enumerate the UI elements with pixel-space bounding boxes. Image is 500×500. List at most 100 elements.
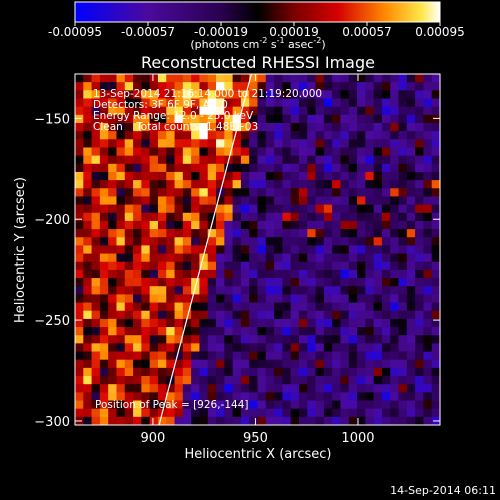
heatmap-cell	[298, 90, 308, 100]
heatmap-cell	[108, 359, 118, 369]
heatmap-cell	[174, 131, 184, 140]
heatmap-cell	[307, 392, 317, 402]
heatmap-cell	[274, 204, 283, 214]
heatmap-cell	[182, 204, 192, 214]
heatmap-cell	[373, 82, 383, 91]
heatmap-cell	[340, 74, 350, 83]
heatmap-cell	[398, 408, 408, 418]
heatmap-cell	[157, 261, 167, 271]
heatmap-cell	[224, 237, 234, 247]
heatmap-cell	[224, 180, 234, 189]
heatmap-cell	[274, 392, 283, 402]
heatmap-cell	[340, 335, 350, 344]
heatmap-cell	[298, 367, 308, 377]
heatmap-cell	[282, 384, 292, 393]
heatmap-cell	[274, 400, 283, 410]
heatmap-cell	[340, 269, 350, 279]
heatmap-cell	[207, 171, 217, 181]
heatmap-cell	[124, 318, 134, 328]
heatmap-cell	[340, 310, 350, 320]
heatmap-cell	[423, 327, 433, 336]
heatmap-cell	[390, 351, 400, 361]
heatmap-cell	[332, 237, 342, 247]
heatmap-cell	[75, 196, 84, 206]
heatmap-cell	[182, 294, 192, 304]
heatmap-cell	[315, 114, 325, 124]
heatmap-cell	[166, 114, 176, 124]
heatmap-cell	[108, 237, 118, 247]
heatmap-cell	[207, 90, 217, 100]
heatmap-cell	[249, 367, 259, 377]
heatmap-cell	[406, 147, 416, 157]
heatmap-cell	[282, 139, 292, 149]
heatmap-cell	[390, 269, 400, 279]
heatmap-cell	[348, 82, 358, 91]
heatmap-cell	[265, 204, 275, 214]
heatmap-cell	[116, 147, 126, 157]
heatmap-cell	[431, 196, 440, 206]
heatmap-cell	[149, 155, 159, 165]
heatmap-cell	[323, 286, 333, 295]
heatmap-cell	[406, 335, 416, 344]
heatmap-cell	[398, 343, 408, 353]
heatmap-cell	[390, 122, 400, 132]
heatmap-cell	[365, 74, 375, 83]
heatmap-cell	[174, 122, 184, 132]
heatmap-cell	[191, 171, 201, 181]
heatmap-cell	[157, 416, 167, 425]
heatmap-cell	[298, 253, 308, 263]
heatmap-cell	[207, 131, 217, 140]
heatmap-cell	[141, 384, 151, 393]
heatmap-cell	[99, 294, 109, 304]
heatmap-cell	[240, 286, 250, 295]
heatmap-cell	[91, 139, 101, 149]
heatmap-cell	[249, 196, 259, 206]
heatmap-cell	[166, 106, 176, 116]
heatmap-cell	[348, 229, 358, 238]
heatmap-cell	[232, 131, 242, 140]
heatmap-cell	[249, 384, 259, 393]
heatmap-cell	[207, 180, 217, 189]
heatmap-cell	[365, 253, 375, 263]
heatmap-cell	[224, 351, 234, 361]
heatmap-cell	[232, 188, 242, 198]
heatmap-cell	[83, 229, 93, 238]
heatmap-cell	[340, 392, 350, 402]
annotation-clean-counts: Clean Total counts: 1.48E+03	[93, 121, 258, 133]
heatmap-cell	[257, 261, 267, 271]
heatmap-cell	[157, 351, 167, 361]
heatmap-cell	[323, 229, 333, 238]
heatmap-cell	[307, 155, 317, 165]
heatmap-cell	[365, 188, 375, 198]
heatmap-cell	[149, 359, 159, 369]
heatmap-cell	[373, 155, 383, 165]
heatmap-cell	[174, 212, 184, 222]
heatmap-cell	[182, 106, 192, 116]
heatmap-cell	[207, 147, 217, 157]
heatmap-cell	[83, 114, 93, 124]
heatmap-cell	[133, 139, 142, 149]
heatmap-cell	[406, 318, 416, 328]
heatmap-cell	[315, 98, 325, 108]
annotation-time-range: 13-Sep-2014 21:16:14.000 to 21:19:20.000	[93, 88, 322, 100]
heatmap-cell	[365, 139, 375, 149]
heatmap-cell	[157, 131, 167, 140]
heatmap-cell	[265, 376, 275, 385]
heatmap-cell	[182, 90, 192, 100]
heatmap-cell	[182, 408, 192, 418]
heatmap-cell	[357, 310, 366, 320]
heatmap-cell	[282, 82, 292, 91]
heatmap-cell	[340, 384, 350, 393]
heatmap-cell	[381, 294, 391, 304]
heatmap-cell	[174, 376, 184, 385]
heatmap-cell	[265, 327, 275, 336]
heatmap-cell	[398, 384, 408, 393]
heatmap-cell	[390, 359, 400, 369]
heatmap-cell	[249, 220, 259, 230]
heatmap-cell	[265, 229, 275, 238]
heatmap-cell	[157, 367, 167, 377]
heatmap-cell	[398, 82, 408, 91]
heatmap-cell	[157, 82, 167, 91]
heatmap-cell	[332, 82, 342, 91]
heatmap-cell	[133, 155, 142, 165]
